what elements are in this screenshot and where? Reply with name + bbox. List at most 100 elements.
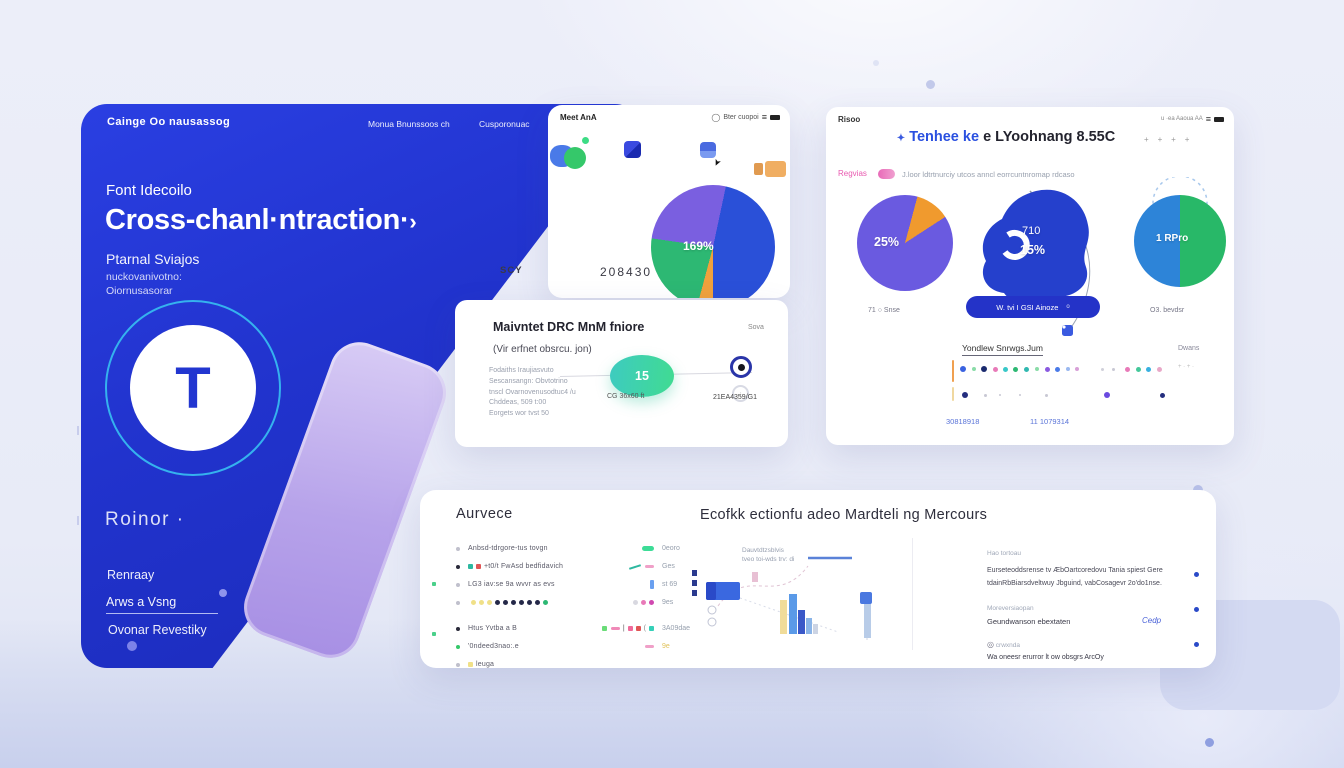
meet-number: 208430: [600, 265, 653, 279]
teams-section-title[interactable]: Yondlew Snrwgs.Jum: [962, 343, 1043, 356]
deco-dot: [219, 589, 227, 597]
hero-nav-item[interactable]: Cusporonuac: [479, 119, 530, 129]
legend-mark-icon: [456, 564, 460, 569]
legend-mark-icon: [495, 600, 500, 605]
legend-row: Anbsd-tdrgore-tus tovgn 0eoro: [456, 542, 708, 555]
data-dot: [1045, 366, 1050, 372]
legend-mark-icon: [487, 600, 492, 605]
hero-nav-item[interactable]: Monua Bnunssoos ch: [368, 119, 450, 129]
teams-section-right: Dwans: [1178, 345, 1200, 352]
menu-icon[interactable]: ≡: [761, 112, 767, 122]
teams-caption-left: 71 ○ Snse: [868, 307, 900, 314]
meet-pie-chart: [651, 185, 775, 298]
legend-value: Ges: [662, 563, 675, 570]
teams-cta-button[interactable]: W. tvi I GSI Ainoze o: [966, 296, 1100, 318]
hero-brand: Cainge Oo nausassog: [107, 116, 231, 128]
legend-mark-icon: [628, 563, 642, 570]
tag-badge: [878, 169, 895, 179]
report-line-2: Geundwanson ebextaten: [987, 617, 1071, 626]
legend-mark-text: (: [643, 625, 646, 632]
bullet-dot: [1194, 642, 1199, 647]
legend-mark-icon: [456, 546, 460, 551]
folder-icon[interactable]: [765, 161, 786, 177]
report-list-title: Aurvece: [456, 506, 513, 522]
report-label-3-text: crwxnda: [995, 642, 1021, 649]
data-dot: [960, 366, 966, 372]
blob-value-2: 15%: [1020, 243, 1046, 257]
data-dot: [1045, 393, 1048, 397]
ghost-circle-icon: ¡: [732, 385, 749, 402]
folder-icon[interactable]: [754, 163, 763, 175]
report-link[interactable]: Cedp: [1142, 616, 1162, 625]
report-text-label-2: Moreversiaopan: [987, 605, 1034, 612]
deco-dot: [127, 641, 137, 651]
legend-mark-icon: [642, 546, 654, 551]
meet-statusbar: ◯ Bter cuopoi ≡: [711, 112, 780, 122]
blob-shape: [982, 189, 1089, 305]
dot-row-marks: + · + ·: [1178, 364, 1195, 370]
teams-cta-suffix: o: [1066, 304, 1070, 310]
app-square-icon[interactable]: [700, 142, 716, 158]
dot-row: [960, 365, 1162, 373]
cursor-icon: ➤: [711, 157, 724, 169]
teams-number[interactable]: 11 1079314: [1030, 417, 1070, 426]
legend-mark-icon: [456, 662, 460, 667]
data-dot: [1003, 366, 1008, 372]
report-card: Aurvece Anbsd-tdrgore-tus tovgn 0eoro +t0/…: [420, 490, 1216, 668]
legend-row: '0ndeed3nao:.e 9e: [456, 640, 708, 653]
target-dot: [737, 363, 745, 371]
data-dot: [1104, 392, 1110, 398]
teams-pie-right-label: 1 RPro: [1156, 233, 1189, 244]
axis-tick: [952, 387, 954, 401]
legend-mark-icon: [519, 600, 524, 605]
teams-title: ✦ Tenhee ke e LYoohnang 8.55C: [826, 129, 1186, 145]
legend-row: +t0/t FwAsd bedfidavich Ges: [456, 560, 708, 573]
legend-mark-icon: [645, 645, 654, 648]
axis-tick: [952, 360, 954, 382]
chart-note: Dauvtdtzsblvis tveo toi-wds trv: di: [742, 547, 795, 563]
blob-icon: [564, 147, 586, 169]
legend-mark-icon: [649, 600, 654, 605]
meet-status-text: Bter cuopoi: [723, 113, 759, 121]
edge-mark: [432, 582, 436, 586]
hero-title: Cross-chanl·ntraction·›: [105, 204, 417, 237]
bullet-dot: [1194, 607, 1199, 612]
market-bubble-value: 15: [635, 369, 649, 383]
legend-value: 9e: [662, 643, 670, 650]
legend-mark-icon: [649, 626, 654, 631]
legend-mark-icon: [543, 600, 548, 605]
hero-link[interactable]: Renraay: [107, 568, 155, 582]
teams-title-rest: e LYoohnang 8.55C: [979, 129, 1116, 145]
teams-number[interactable]: 30818918: [946, 417, 980, 426]
legend-mark-icon: [527, 600, 532, 605]
legend-label: +t0/t FwAsd bedfidavich: [484, 563, 564, 570]
globe-icon: ◯: [711, 112, 721, 122]
report-text-label-1: Hao tortoau: [987, 550, 1021, 557]
teams-tag: Regvias: [838, 169, 867, 178]
hero-subtitle: Ptarnal Sviajos: [106, 251, 200, 267]
teams-status-text: u ·ea Aaoua AA: [1161, 116, 1203, 122]
arrow-right-icon: ›: [409, 209, 417, 234]
legend-value: 9es: [662, 599, 674, 606]
hero-title-text: Cross-chanl·ntraction·: [105, 204, 410, 236]
hero-link[interactable]: Ovonar Revestiky: [108, 623, 207, 637]
report-line-3: Wa oneesr erurror lt ow obsgrs ArcOy: [987, 654, 1104, 661]
teams-title-accent: Tenhee ke: [909, 129, 980, 145]
legend-mark-icon: [456, 644, 460, 649]
menu-icon[interactable]: ≡: [1205, 114, 1211, 124]
legend-label: Anbsd-tdrgore-tus tovgn: [468, 545, 548, 552]
legend-mark-icon: [456, 626, 460, 631]
legend-value: st 69: [662, 581, 678, 588]
meet-card: Meet AnA ◯ Bter cuopoi ≡ ➤ 208430 169%: [548, 105, 790, 298]
legend-mark-icon: [479, 600, 484, 605]
data-dot: [1019, 394, 1021, 396]
bullet-dot: [1194, 572, 1199, 577]
legend-mark-icon: [601, 626, 607, 631]
hero-link-active[interactable]: Arws a Vsng: [106, 595, 218, 614]
report-text-label-3: ◎ crwxnda: [987, 640, 1020, 649]
data-dot: [972, 367, 976, 371]
target-icon[interactable]: [730, 356, 752, 378]
logo-letter: T: [175, 355, 211, 421]
app-square-icon[interactable]: [624, 141, 641, 158]
